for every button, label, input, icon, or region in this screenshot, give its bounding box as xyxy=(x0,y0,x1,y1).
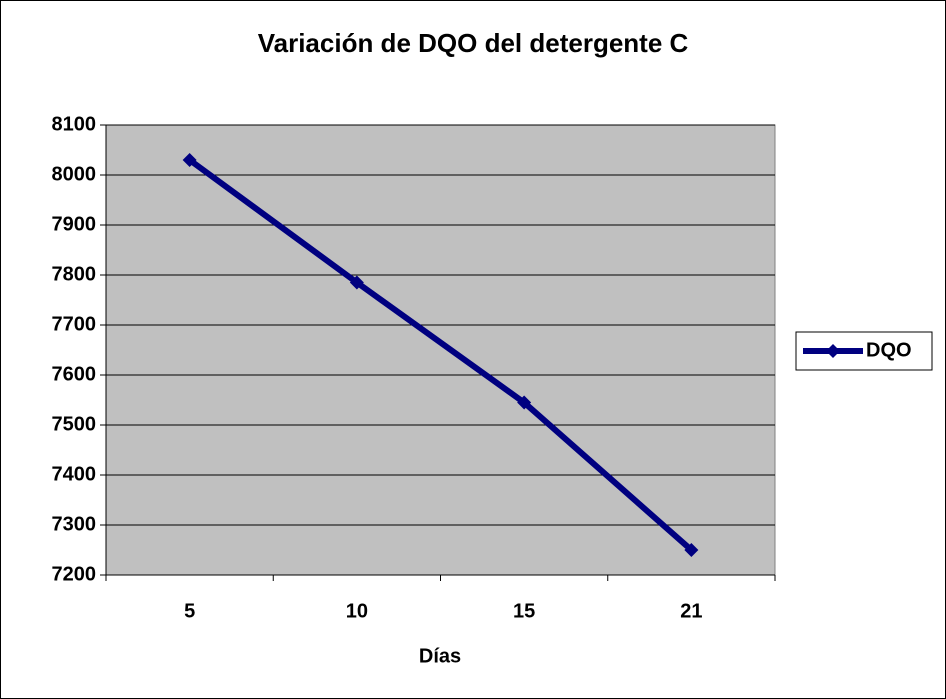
y-tick-label: 8000 xyxy=(52,163,97,185)
y-tick-label: 8100 xyxy=(52,113,97,135)
x-axis-label: Días xyxy=(419,645,461,667)
data-line xyxy=(187,157,694,553)
data-marker xyxy=(684,543,699,557)
y-tick-label: 7500 xyxy=(52,413,97,435)
y-tick-label: 7400 xyxy=(52,463,97,485)
y-tick-label: 7700 xyxy=(52,313,97,335)
data-marker xyxy=(349,275,364,290)
x-tick-label: 5 xyxy=(184,600,195,622)
y-tick-label: 7800 xyxy=(52,263,97,285)
data-marker xyxy=(517,395,532,410)
x-tick-label: 21 xyxy=(680,600,702,622)
y-tick-label: 7600 xyxy=(52,363,97,385)
legend-marker xyxy=(826,344,840,358)
legend-label: DQO xyxy=(866,339,912,361)
y-tick-label: 7300 xyxy=(52,513,97,535)
y-tick-label: 7200 xyxy=(52,563,97,585)
y-tick-label: 7900 xyxy=(52,213,97,235)
x-tick-label: 10 xyxy=(346,600,368,622)
x-tick-label: 15 xyxy=(513,600,535,622)
data-marker xyxy=(182,153,197,167)
chart-title: Variación de DQO del detergente C xyxy=(258,28,689,58)
plot-area xyxy=(105,124,776,576)
